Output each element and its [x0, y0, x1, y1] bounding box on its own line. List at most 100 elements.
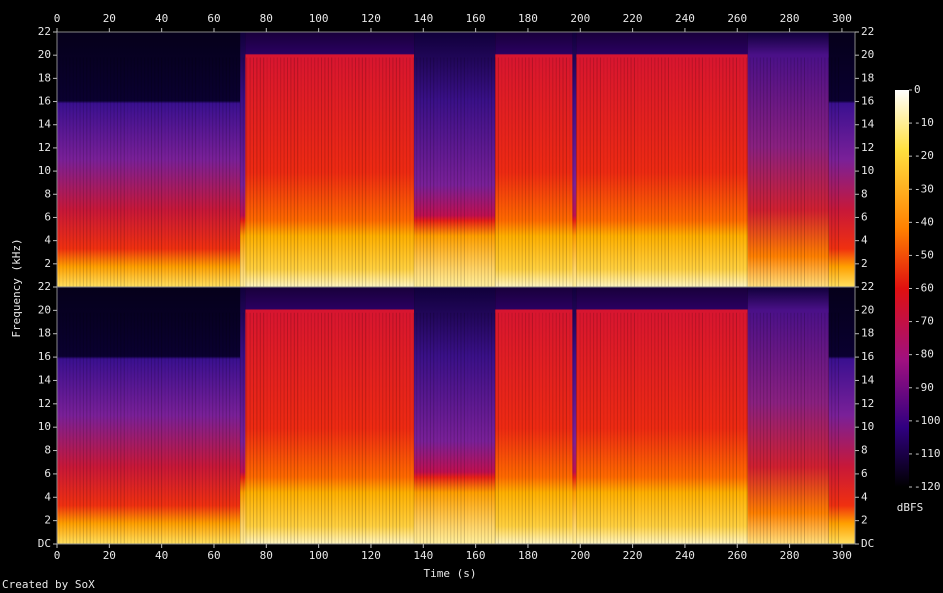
colorbar-label: dBFS [897, 501, 924, 514]
x-tick-label: 180 [518, 12, 538, 25]
y-tick-label: 6 [44, 210, 51, 223]
y-tick-label: 8 [44, 187, 51, 200]
x-tick-label: 220 [623, 12, 643, 25]
colorbar-tick-label: -110 [914, 447, 941, 460]
y-tick-label: 20 [861, 48, 874, 61]
footer: Created by SoX [2, 578, 95, 591]
x-tick-label: 280 [780, 549, 800, 562]
x-tick-label: 160 [466, 549, 486, 562]
y-tick-label: 18 [38, 327, 51, 340]
y-tick-label: 18 [38, 71, 51, 84]
y-tick-label: 10 [861, 420, 874, 433]
x-tick-label: 240 [675, 12, 695, 25]
x-tick-label: 200 [570, 12, 590, 25]
spectrum-region [572, 287, 577, 544]
x-tick-label: 140 [413, 12, 433, 25]
y-axis-label: Frequency (kHz) [10, 238, 23, 337]
x-tick-label: 100 [309, 12, 329, 25]
colorbar-tick-label: -100 [914, 414, 941, 427]
x-tick-label: 40 [155, 12, 168, 25]
y-tick-label: 20 [38, 303, 51, 316]
x-tick-label: 0 [54, 12, 61, 25]
y-tick-label: 10 [861, 164, 874, 177]
y-tick-label: 22 [861, 280, 874, 293]
y-tick-label: 12 [861, 397, 874, 410]
y-tick-label: 6 [861, 467, 868, 480]
spectrum-region [747, 287, 829, 544]
x-tick-label: 280 [780, 12, 800, 25]
colorbar-tick-label: -30 [914, 182, 934, 195]
x-tick-label: 180 [518, 549, 538, 562]
y-tick-label: 4 [861, 234, 868, 247]
y-tick-label: 16 [38, 350, 51, 363]
y-tick-label: 14 [38, 373, 52, 386]
y-tick-label: 8 [861, 187, 868, 200]
y-tick-label: 12 [38, 397, 51, 410]
y-tick-label: 2 [861, 514, 868, 527]
x-axis-label: Time (s) [424, 567, 477, 580]
x-tick-label: 160 [466, 12, 486, 25]
x-tick-label: 20 [103, 12, 116, 25]
spectrum-region [495, 32, 573, 287]
spectrum-region [57, 287, 241, 544]
y-tick-label: DC [861, 537, 874, 550]
spectrum-region [240, 287, 246, 544]
colorbar-tick-label: -60 [914, 282, 934, 295]
x-tick-label: 40 [155, 549, 168, 562]
y-tick-label: 14 [861, 118, 875, 131]
y-tick-label: 4 [44, 234, 51, 247]
x-tick-label: 200 [570, 549, 590, 562]
x-tick-label: 60 [207, 549, 220, 562]
x-tick-label: 80 [260, 12, 273, 25]
x-tick-label: 140 [413, 549, 433, 562]
y-tick-label: 8 [861, 444, 868, 457]
colorbar-tick-label: 0 [914, 83, 921, 96]
y-tick-label: 10 [38, 164, 51, 177]
spectrum-region [828, 32, 855, 287]
spectrum-region [495, 287, 573, 544]
y-tick-label: 8 [44, 444, 51, 457]
spectrum-region [245, 287, 415, 544]
y-tick-label: 18 [861, 327, 874, 340]
y-tick-label: 16 [861, 95, 874, 108]
y-tick-label: 20 [38, 48, 51, 61]
spectrum-region [245, 32, 415, 287]
spectrum-region [576, 32, 748, 287]
y-tick-label: 4 [861, 490, 868, 503]
colorbar-tick-label: -40 [914, 215, 934, 228]
x-tick-label: 120 [361, 549, 381, 562]
y-tick-label: 20 [861, 303, 874, 316]
colorbar [895, 90, 909, 487]
spectrum-region [747, 32, 829, 287]
y-tick-label: 16 [38, 95, 51, 108]
spectrum-region [576, 287, 748, 544]
x-tick-label: 220 [623, 549, 643, 562]
y-tick-label: 2 [44, 257, 51, 270]
colorbar-tick-label: -20 [914, 149, 934, 162]
y-tick-label: DC [38, 537, 51, 550]
spectrum-region [240, 32, 246, 287]
x-tick-label: 240 [675, 549, 695, 562]
spectrum-region [414, 287, 496, 544]
colorbar-tick-label: -70 [914, 315, 934, 328]
y-tick-label: 10 [38, 420, 51, 433]
x-tick-label: 300 [832, 12, 852, 25]
y-tick-label: 4 [44, 490, 51, 503]
x-tick-label: 300 [832, 549, 852, 562]
x-tick-label: 80 [260, 549, 273, 562]
colorbar-tick-label: -50 [914, 248, 934, 261]
x-tick-label: 20 [103, 549, 116, 562]
y-tick-label: 2 [44, 514, 51, 527]
x-tick-label: 260 [727, 549, 747, 562]
colorbar-tick-label: -10 [914, 116, 934, 129]
y-tick-label: 12 [38, 141, 51, 154]
spectrogram-panels [56, 31, 856, 545]
spectrum-region [414, 32, 496, 287]
spectrum-region [828, 287, 855, 544]
y-tick-label: 2 [861, 257, 868, 270]
y-tick-label: 22 [861, 25, 874, 38]
panel-frame [56, 286, 856, 545]
x-tick-label: 120 [361, 12, 381, 25]
x-tick-label: 100 [309, 549, 329, 562]
